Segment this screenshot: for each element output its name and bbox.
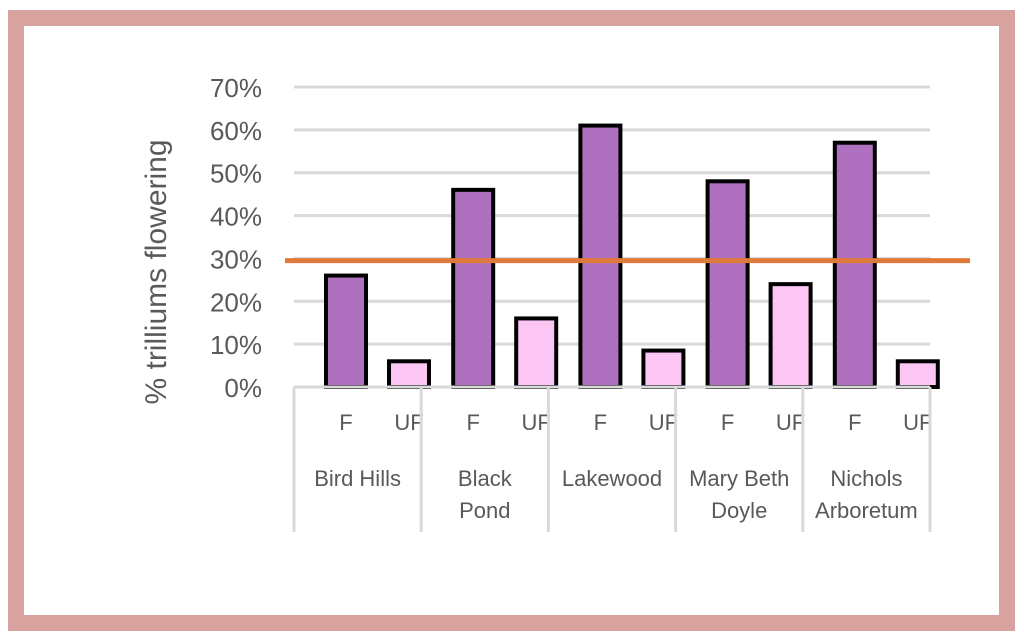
bar (705, 179, 750, 389)
bar (324, 273, 368, 390)
y-tick-label: 20% (210, 287, 262, 317)
group-label: Nichols (830, 466, 902, 491)
bar (578, 123, 623, 389)
group-label: Bird Hills (314, 466, 401, 491)
bar-category-label: UF (903, 410, 932, 435)
bar-category-label: UF (394, 410, 423, 435)
y-tick-label: 40% (210, 202, 262, 232)
group-label: Pond (459, 498, 510, 523)
group-label: Black (458, 466, 513, 491)
bar (451, 187, 496, 389)
y-tick-label: 70% (210, 73, 262, 103)
bar (832, 140, 877, 389)
bar (514, 316, 559, 389)
y-tick-label: 30% (210, 244, 262, 274)
bar-category-label: F (721, 410, 734, 435)
bar-category-label: F (339, 410, 352, 435)
bar (895, 359, 940, 389)
bar-category-label: UF (649, 410, 678, 435)
group-label: Arboretum (815, 498, 918, 523)
bar (387, 359, 431, 389)
bar-category-label: UF (522, 410, 551, 435)
group-label: Lakewood (562, 466, 662, 491)
y-tick-label: 50% (210, 159, 262, 189)
bar (641, 348, 686, 390)
bar-category-label: F (594, 410, 607, 435)
bar-category-label: UF (776, 410, 805, 435)
y-tick-label: 0% (224, 373, 262, 403)
group-label: Doyle (711, 498, 767, 523)
bar-category-label: F (848, 410, 861, 435)
y-axis-label: % trilliums flowering (140, 139, 173, 404)
y-tick-label: 60% (210, 116, 262, 146)
bar-category-label: F (466, 410, 479, 435)
group-label: Mary Beth (689, 466, 789, 491)
bar (768, 282, 813, 389)
y-tick-label: 10% (210, 330, 262, 360)
